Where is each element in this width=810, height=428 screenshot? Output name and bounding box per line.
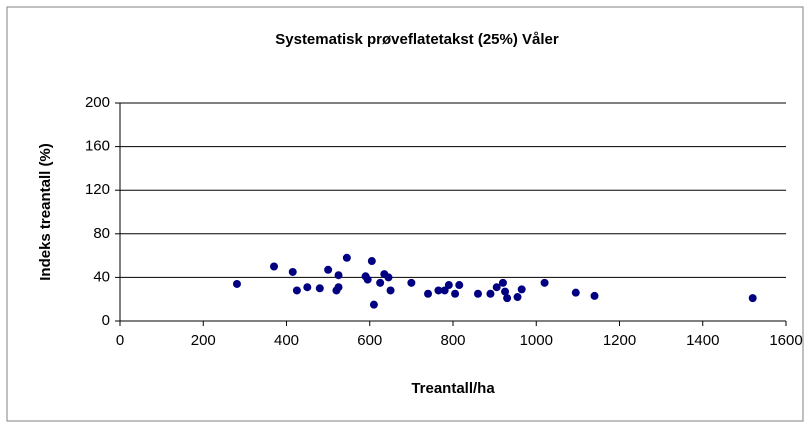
point xyxy=(303,283,312,292)
point xyxy=(503,294,512,303)
x-tick-label: 200 xyxy=(191,332,216,349)
point xyxy=(424,289,433,298)
point xyxy=(513,293,522,302)
point xyxy=(492,283,501,292)
point xyxy=(748,294,757,303)
point xyxy=(540,278,549,287)
point xyxy=(369,300,378,309)
point xyxy=(367,257,376,266)
x-tick-label: 1200 xyxy=(603,332,636,349)
point xyxy=(407,278,416,287)
point xyxy=(440,286,449,295)
plot-area xyxy=(120,103,786,321)
point xyxy=(384,273,393,282)
point xyxy=(288,267,297,276)
y-tick-label: 160 xyxy=(85,138,110,155)
point xyxy=(334,283,343,292)
x-tick-label: 1000 xyxy=(520,332,553,349)
point xyxy=(498,278,507,287)
x-tick-label: 1600 xyxy=(769,332,802,349)
y-axis-label: Indeks treantall (%) xyxy=(37,143,54,281)
point xyxy=(444,281,453,290)
y-tick-label: 40 xyxy=(93,268,110,285)
point xyxy=(342,253,351,262)
chart-title: Systematisk prøveflatetakst (25%) Våler xyxy=(275,31,559,48)
point xyxy=(434,286,443,295)
point xyxy=(517,285,526,294)
point xyxy=(486,289,495,298)
point xyxy=(473,289,482,298)
point xyxy=(334,271,343,280)
y-tick-label: 200 xyxy=(85,94,110,111)
point xyxy=(590,291,599,300)
y-tick-label: 0 xyxy=(102,312,110,329)
x-axis-label: Treantall/ha xyxy=(411,380,495,397)
point xyxy=(455,281,464,290)
point xyxy=(363,275,372,284)
point xyxy=(232,279,241,288)
x-tick-label: 600 xyxy=(357,332,382,349)
x-tick-label: 400 xyxy=(274,332,299,349)
x-tick-label: 0 xyxy=(116,332,124,349)
x-tick-label: 1400 xyxy=(686,332,719,349)
point xyxy=(571,288,580,297)
point xyxy=(292,286,301,295)
point xyxy=(386,286,395,295)
y-tick-label: 120 xyxy=(85,181,110,198)
point xyxy=(270,262,279,271)
point xyxy=(324,265,333,274)
point xyxy=(451,289,460,298)
x-tick-label: 800 xyxy=(440,332,465,349)
point xyxy=(315,284,324,293)
point xyxy=(501,287,510,296)
y-tick-label: 80 xyxy=(93,225,110,242)
point xyxy=(376,278,385,287)
